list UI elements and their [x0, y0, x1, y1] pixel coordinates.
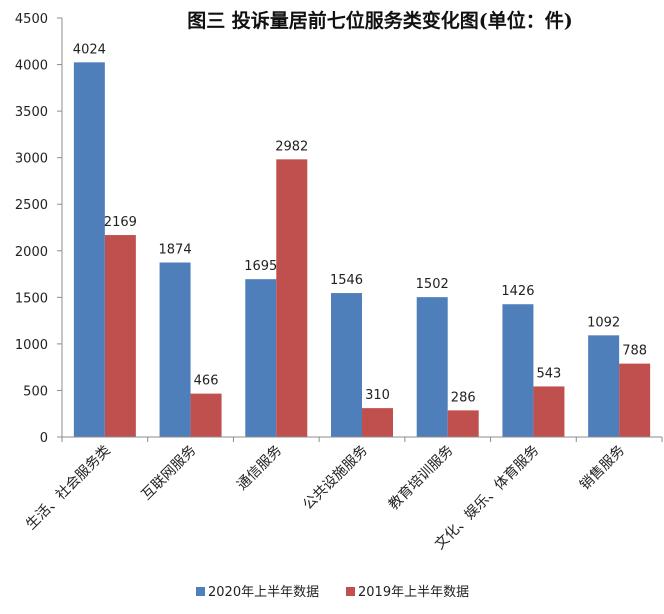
data-label: 1695: [244, 259, 277, 274]
legend-swatch: [196, 587, 205, 596]
y-tick-label: 1000: [15, 338, 48, 353]
x-category-label: 教育培训服务: [386, 443, 457, 514]
data-label: 788: [622, 344, 647, 359]
data-label: 1092: [587, 315, 620, 330]
data-label: 286: [451, 390, 476, 405]
data-label: 2982: [275, 139, 308, 154]
y-axis: 0 500 1000 1500 2000 2500 3000 3500 4000 4500: [15, 12, 63, 446]
data-label: 1426: [501, 284, 534, 299]
data-label: 466: [194, 374, 219, 389]
bar-2020: [159, 262, 191, 437]
y-tick-label: 3000: [15, 152, 48, 167]
legend-label: 2019年上半年数据: [358, 585, 469, 600]
legend: 2020年上半年数据 2019年上半年数据: [196, 585, 469, 600]
chart-title: 图三 投诉量居前七位服务类变化图(单位：件): [187, 9, 573, 32]
data-label: 310: [365, 388, 390, 403]
x-category-label: 销售服务: [577, 443, 628, 494]
data-label: 1502: [416, 277, 449, 292]
data-label: 4024: [73, 42, 106, 57]
y-tick-label: 2500: [15, 198, 48, 213]
bar-2020: [588, 335, 620, 437]
bar-2020: [331, 293, 362, 437]
data-label: 543: [537, 366, 562, 381]
bar-2020: [502, 304, 534, 437]
x-category-label: 互联网服务: [139, 443, 200, 504]
bar-2019: [104, 235, 136, 437]
bar-2019: [447, 410, 479, 437]
bar-2020: [73, 62, 105, 437]
bar-2019: [533, 386, 565, 437]
bar-2019: [190, 393, 222, 437]
bar-2019: [362, 408, 393, 437]
y-tick-label: 0: [40, 431, 48, 446]
legend-label: 2020年上半年数据: [208, 585, 319, 600]
data-labels: 4024 1874 1695 1546 1502 1426 1092 2169 466 2982 3…: [73, 42, 647, 405]
x-axis: 生活、社会服务类 互联网服务 通信服务 公共设施服务 教育培训服务文化、娱乐、体育服务销…: [23, 436, 663, 553]
bar-2019: [276, 159, 308, 438]
y-tick-label: 4500: [15, 12, 48, 27]
y-tick-label: 3500: [15, 105, 48, 120]
data-label: 2169: [104, 215, 137, 230]
legend-swatch: [346, 587, 355, 596]
bar-2019: [619, 363, 651, 437]
y-tick-label: 2000: [15, 245, 48, 260]
x-category-label: 通信服务: [234, 443, 285, 494]
bars: [73, 62, 651, 438]
data-label: 1546: [330, 273, 363, 288]
y-tick-label: 500: [23, 384, 48, 399]
x-category-label: 公共设施服务: [300, 443, 371, 514]
bar-2020: [245, 279, 277, 437]
bar-2020: [416, 297, 448, 437]
data-label: 1874: [159, 243, 192, 258]
y-tick-label: 4000: [15, 59, 48, 74]
x-category-label: 生活、社会服务类: [23, 443, 114, 534]
y-tick-label: 1500: [15, 291, 48, 306]
